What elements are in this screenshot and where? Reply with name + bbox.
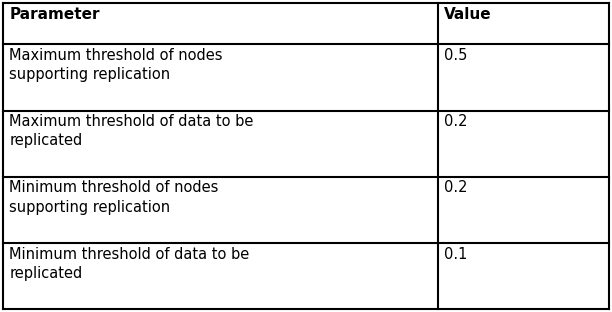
Text: Minimum threshold of nodes
supporting replication: Minimum threshold of nodes supporting re…	[9, 180, 218, 215]
Text: 0.5: 0.5	[444, 48, 468, 63]
Text: Parameter: Parameter	[9, 7, 100, 22]
Text: Value: Value	[444, 7, 492, 22]
Text: Minimum threshold of data to be
replicated: Minimum threshold of data to be replicat…	[9, 246, 250, 281]
Text: 0.1: 0.1	[444, 246, 468, 261]
Text: 0.2: 0.2	[444, 114, 468, 129]
Text: Maximum threshold of nodes
supporting replication: Maximum threshold of nodes supporting re…	[9, 48, 223, 82]
Text: Maximum threshold of data to be
replicated: Maximum threshold of data to be replicat…	[9, 114, 253, 149]
Text: 0.2: 0.2	[444, 180, 468, 195]
